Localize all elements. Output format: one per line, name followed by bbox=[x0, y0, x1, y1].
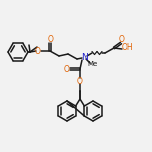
Text: OH: OH bbox=[121, 43, 133, 52]
Text: O: O bbox=[77, 76, 83, 85]
Text: O: O bbox=[64, 64, 70, 74]
Text: Me: Me bbox=[87, 61, 97, 67]
Text: O: O bbox=[48, 36, 54, 45]
Text: N: N bbox=[81, 52, 87, 62]
Text: O: O bbox=[119, 35, 125, 43]
Text: O: O bbox=[35, 47, 41, 55]
